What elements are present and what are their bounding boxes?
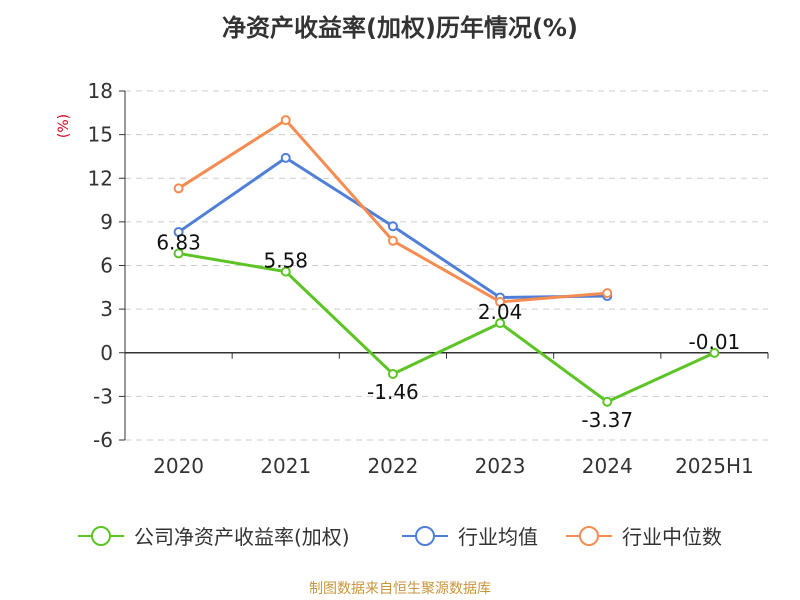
y-tick-label: 12 [88,166,113,190]
legend-item-2[interactable]: 行业中位数 [566,525,722,549]
series-point-0[interactable] [173,248,184,259]
series-line-2 [177,118,608,304]
series-point-0[interactable] [387,368,398,379]
data-label: 5.58 [263,249,308,273]
y-tick-label: 6 [100,254,113,278]
data-label: 2.04 [478,300,523,324]
series-point-0[interactable] [495,318,506,329]
data-label: 6.83 [156,230,201,254]
series-point-1[interactable] [387,221,398,232]
series-point-0[interactable] [602,396,613,407]
data-labels: 6.83 5.58 -1.46 2.04 -3.37 -0.01 [156,230,740,431]
series-point-0[interactable] [280,266,291,277]
legend-item-0[interactable]: 公司净资产收益率(加权) [78,525,350,549]
legend-item-1[interactable]: 行业均值 [402,525,538,549]
series-point-2[interactable] [387,235,398,246]
x-tick-label: 2022 [367,454,418,478]
y-axis-unit-label: (%) [56,114,72,138]
legend-marker [415,526,435,546]
x-tick-label: 2025H1 [675,454,754,478]
series-line-0 [178,251,716,404]
y-tick-label: 3 [100,297,113,321]
x-tick-label: 2021 [260,454,311,478]
y-tick-label: 0 [100,341,113,365]
chart-title: 净资产收益率(加权)历年情况(%) [222,14,578,42]
legend-marker [91,526,111,546]
series-point-0[interactable] [709,347,720,358]
data-label: -3.37 [581,408,633,432]
y-tick-label: 15 [88,123,113,147]
series-point-1[interactable] [173,227,184,238]
source-note: 制图数据来自恒生聚源数据库 [309,581,491,597]
y-tick-label: 18 [88,79,113,103]
y-tick-label: -6 [93,428,113,452]
data-label: -1.46 [367,380,419,404]
series-point-1[interactable] [280,152,291,163]
legend[interactable]: 公司净资产收益率(加权) 行业均值 行业中位数 [78,525,722,549]
y-tick-label: -3 [93,384,113,408]
axes: -6 -3 0 3 6 9 12 15 18 2020 2021 2022 2023 2024 2025H1 [88,79,769,478]
x-tick-label: 2023 [475,454,526,478]
legend-label: 行业中位数 [622,525,722,549]
legend-label: 行业均值 [458,525,538,549]
x-tick-label: 2024 [582,454,633,478]
legend-marker [579,526,599,546]
data-label: -0.01 [689,330,741,354]
grid-lines [125,90,768,441]
series-lines [173,115,720,407]
series-point-2[interactable] [495,296,506,307]
series-point-2[interactable] [602,288,613,299]
y-tick-label: 9 [100,210,113,234]
x-tick-label: 2020 [153,454,204,478]
series-point-2[interactable] [280,115,291,126]
legend-label: 公司净资产收益率(加权) [134,525,350,549]
series-point-2[interactable] [173,183,184,194]
